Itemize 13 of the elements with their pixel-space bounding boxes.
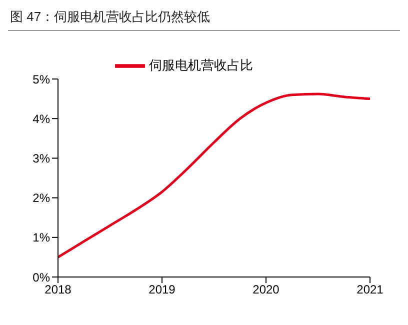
x-tick-label: 2019 <box>148 282 176 297</box>
y-tick-label: 4% <box>32 112 50 126</box>
x-tick-label: 2020 <box>252 282 280 297</box>
y-tick-label: 2% <box>32 191 50 206</box>
chart-title: 图 47：伺服电机营收占比仍然较低 <box>8 8 400 31</box>
legend-label: 伺服电机营收占比 <box>149 57 253 72</box>
y-tick-label: 0% <box>32 270 50 284</box>
y-tick-label: 1% <box>32 230 50 245</box>
y-tick-label: 5% <box>32 72 50 86</box>
y-tick-label: 3% <box>32 151 50 166</box>
x-tick-label: 2021 <box>356 282 384 297</box>
x-tick-label: 2018 <box>44 282 72 297</box>
line-series <box>58 92 370 258</box>
